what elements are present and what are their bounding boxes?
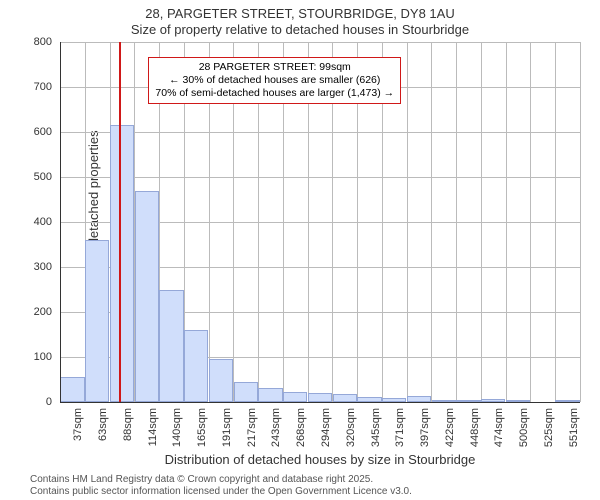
x-tick-label: 551sqm — [568, 408, 580, 448]
plot-area: 28 PARGETER STREET: 99sqm← 30% of detach… — [60, 42, 580, 402]
x-tick-label: 63sqm — [97, 408, 109, 448]
x-tick-label: 345sqm — [370, 408, 382, 448]
annotation-line: ← 30% of detached houses are smaller (62… — [155, 74, 394, 87]
y-tick-label: 100 — [34, 351, 52, 363]
x-tick-label: 268sqm — [295, 408, 307, 448]
footer-line-1: Contains HM Land Registry data © Crown c… — [30, 474, 412, 486]
x-tick-label: 37sqm — [72, 408, 84, 448]
histogram-bar — [159, 290, 183, 403]
grid-line — [555, 42, 556, 402]
grid-line — [580, 42, 581, 402]
x-axis-label: Distribution of detached houses by size … — [60, 452, 580, 467]
x-tick-label: 114sqm — [147, 408, 159, 448]
x-tick-label: 191sqm — [221, 408, 233, 448]
histogram-bar — [283, 392, 307, 402]
x-tick-label: 165sqm — [196, 408, 208, 448]
histogram-bar — [333, 394, 357, 402]
histogram-bar — [85, 240, 109, 402]
grid-line — [506, 42, 507, 402]
x-tick-label: 88sqm — [122, 408, 134, 448]
annotation-line: 28 PARGETER STREET: 99sqm — [155, 61, 394, 74]
chart-container: 28, PARGETER STREET, STOURBRIDGE, DY8 1A… — [0, 0, 600, 500]
y-tick-label: 200 — [34, 306, 52, 318]
y-tick-label: 700 — [34, 81, 52, 93]
histogram-bar — [135, 191, 159, 403]
grid-line — [407, 42, 408, 402]
x-axis — [60, 402, 580, 403]
x-tick-label: 140sqm — [171, 408, 183, 448]
y-tick-label: 300 — [34, 261, 52, 273]
grid-line — [456, 42, 457, 402]
histogram-bar — [308, 393, 332, 402]
x-tick-label: 243sqm — [270, 408, 282, 448]
histogram-bar — [110, 125, 134, 402]
y-tick-label: 800 — [34, 36, 52, 48]
x-tick-label: 474sqm — [493, 408, 505, 448]
grid-line — [431, 42, 432, 402]
grid-line — [60, 177, 580, 178]
footer-line-2: Contains public sector information licen… — [30, 486, 412, 498]
chart-title: 28, PARGETER STREET, STOURBRIDGE, DY8 1A… — [0, 6, 600, 21]
grid-line — [60, 42, 580, 43]
y-tick-label: 600 — [34, 126, 52, 138]
property-marker-line — [119, 42, 121, 402]
x-tick-label: 525sqm — [543, 408, 555, 448]
x-tick-label: 397sqm — [419, 408, 431, 448]
x-tick-label: 217sqm — [246, 408, 258, 448]
histogram-bar — [184, 330, 208, 402]
x-tick-label: 320sqm — [345, 408, 357, 448]
grid-line — [530, 42, 531, 402]
y-tick-label: 500 — [34, 171, 52, 183]
y-tick-label: 400 — [34, 216, 52, 228]
x-tick-label: 422sqm — [444, 408, 456, 448]
grid-line — [481, 42, 482, 402]
x-tick-label: 500sqm — [518, 408, 530, 448]
chart-subtitle: Size of property relative to detached ho… — [0, 22, 600, 37]
histogram-bar — [258, 388, 282, 402]
histogram-bar — [234, 382, 258, 402]
grid-line — [60, 132, 580, 133]
annotation-line: 70% of semi-detached houses are larger (… — [155, 87, 394, 100]
x-tick-label: 448sqm — [469, 408, 481, 448]
x-tick-label: 371sqm — [394, 408, 406, 448]
y-tick-label: 0 — [46, 396, 52, 408]
footer-attribution: Contains HM Land Registry data © Crown c… — [30, 474, 412, 498]
x-tick-label: 294sqm — [320, 408, 332, 448]
histogram-bar — [60, 377, 84, 402]
histogram-bar — [209, 359, 233, 402]
y-axis — [60, 42, 61, 402]
property-annotation: 28 PARGETER STREET: 99sqm← 30% of detach… — [148, 57, 401, 104]
